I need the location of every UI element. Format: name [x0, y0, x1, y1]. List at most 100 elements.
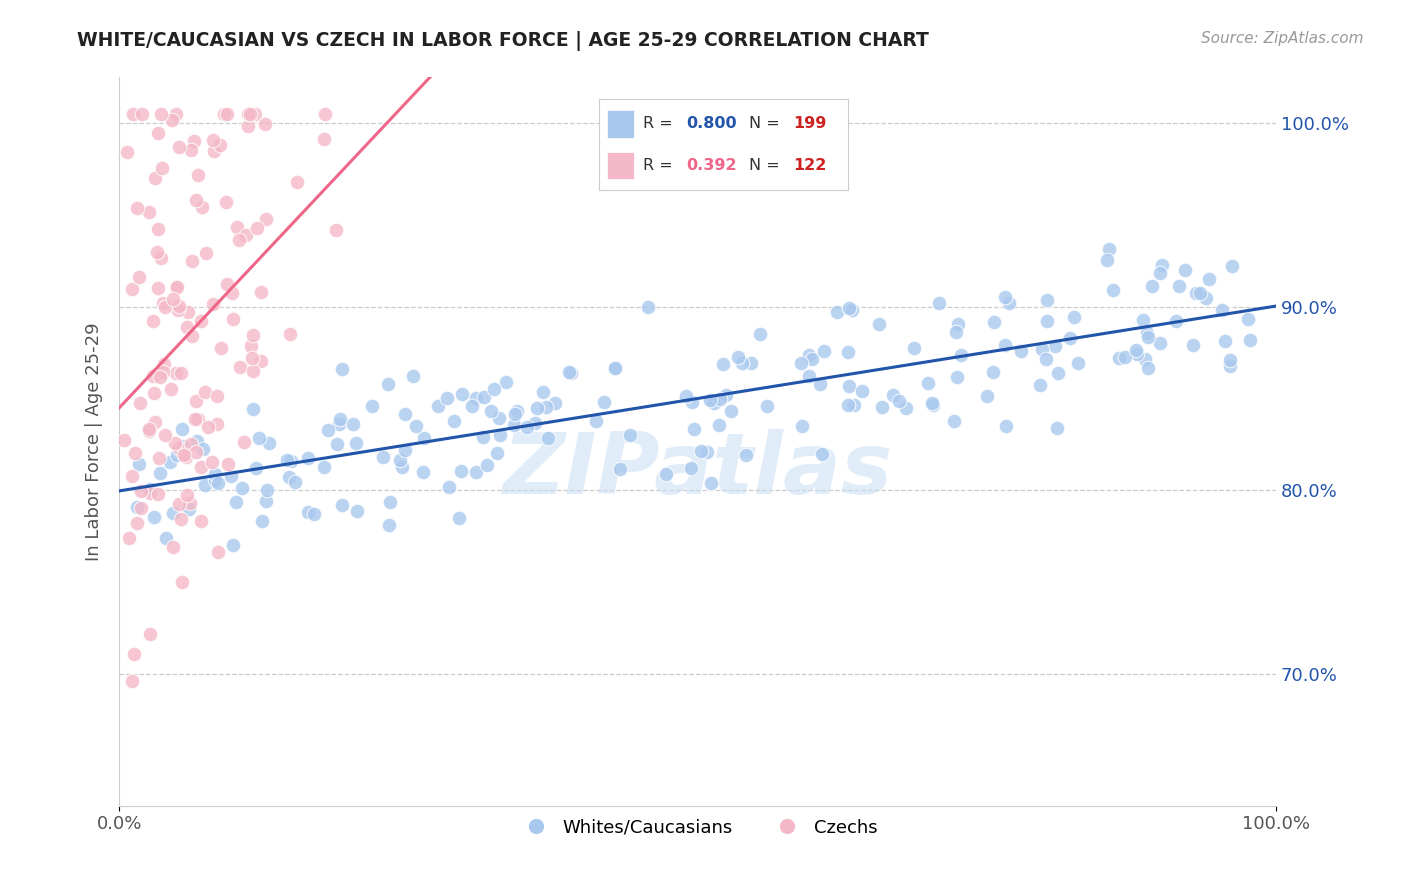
Point — [149, 466, 172, 480]
Point — [187, 412, 209, 426]
Point — [165, 366, 187, 380]
Point — [285, 175, 308, 189]
Point — [236, 119, 259, 133]
Point — [249, 432, 271, 446]
Point — [461, 399, 484, 413]
Point — [149, 370, 172, 384]
Point — [330, 499, 353, 513]
Point — [162, 540, 184, 554]
Point — [603, 361, 626, 376]
Point — [464, 465, 486, 479]
Point — [138, 483, 160, 497]
Point — [194, 385, 217, 400]
Point — [488, 411, 510, 425]
Point — [928, 296, 950, 310]
Point — [1059, 331, 1081, 345]
Point — [377, 377, 399, 392]
Point — [128, 457, 150, 471]
Point — [700, 475, 723, 490]
Point — [209, 342, 232, 356]
Point — [1108, 351, 1130, 365]
Point — [740, 356, 762, 370]
Point — [378, 518, 401, 533]
Point — [443, 414, 465, 428]
Point — [212, 107, 235, 121]
Point — [250, 285, 273, 299]
Point — [256, 483, 278, 497]
Point — [495, 375, 517, 389]
Point — [1133, 351, 1156, 366]
Point — [1136, 330, 1159, 344]
Point — [142, 369, 165, 384]
Point — [284, 475, 307, 490]
Point — [242, 328, 264, 343]
Point — [1211, 302, 1233, 317]
Point — [176, 305, 198, 319]
Point — [344, 436, 367, 450]
Point — [946, 317, 969, 331]
Point — [217, 277, 239, 291]
Point — [150, 252, 173, 266]
Point — [792, 418, 814, 433]
Point — [983, 315, 1005, 329]
Point — [475, 458, 498, 472]
Point — [217, 457, 239, 471]
Point — [142, 314, 165, 328]
Point — [187, 168, 209, 182]
Point — [242, 364, 264, 378]
Point — [173, 448, 195, 462]
Point — [808, 377, 831, 392]
Point — [202, 144, 225, 158]
Point — [1185, 285, 1208, 300]
Point — [703, 396, 725, 410]
Point — [1125, 343, 1147, 358]
Point — [593, 395, 616, 409]
Point — [837, 398, 859, 412]
Point — [675, 389, 697, 403]
Point — [799, 348, 821, 362]
Point — [1136, 360, 1159, 375]
Point — [186, 434, 208, 449]
Point — [981, 365, 1004, 379]
Point — [506, 404, 529, 418]
Point — [231, 481, 253, 495]
Point — [1045, 339, 1067, 353]
Point — [257, 436, 280, 450]
Point — [681, 395, 703, 409]
Point — [1198, 272, 1220, 286]
Point — [115, 145, 138, 160]
Point — [1066, 356, 1088, 370]
Point — [558, 365, 581, 379]
Point — [391, 460, 413, 475]
Point — [204, 467, 226, 481]
Point — [297, 450, 319, 465]
Point — [735, 448, 758, 462]
Point — [205, 389, 228, 403]
Point — [801, 351, 824, 366]
Point — [184, 444, 207, 458]
Point — [118, 532, 141, 546]
Point — [229, 359, 252, 374]
Point — [1222, 259, 1244, 273]
Point — [204, 474, 226, 488]
Point — [190, 514, 212, 528]
Point — [276, 453, 298, 467]
Point — [165, 436, 187, 450]
Point — [225, 495, 247, 509]
Point — [209, 138, 232, 153]
Point — [112, 433, 135, 447]
Point — [837, 344, 859, 359]
Point — [180, 328, 202, 343]
Point — [318, 424, 340, 438]
Text: WHITE/CAUCASIAN VS CZECH IN LABOR FORCE | AGE 25-29 CORRELATION CHART: WHITE/CAUCASIAN VS CZECH IN LABOR FORCE … — [77, 31, 929, 51]
Point — [637, 300, 659, 314]
Point — [811, 447, 834, 461]
Point — [1181, 338, 1204, 352]
Point — [394, 442, 416, 457]
Point — [976, 389, 998, 403]
Point — [696, 445, 718, 459]
Point — [720, 404, 742, 418]
Point — [153, 301, 176, 315]
Point — [125, 516, 148, 531]
Point — [346, 504, 368, 518]
